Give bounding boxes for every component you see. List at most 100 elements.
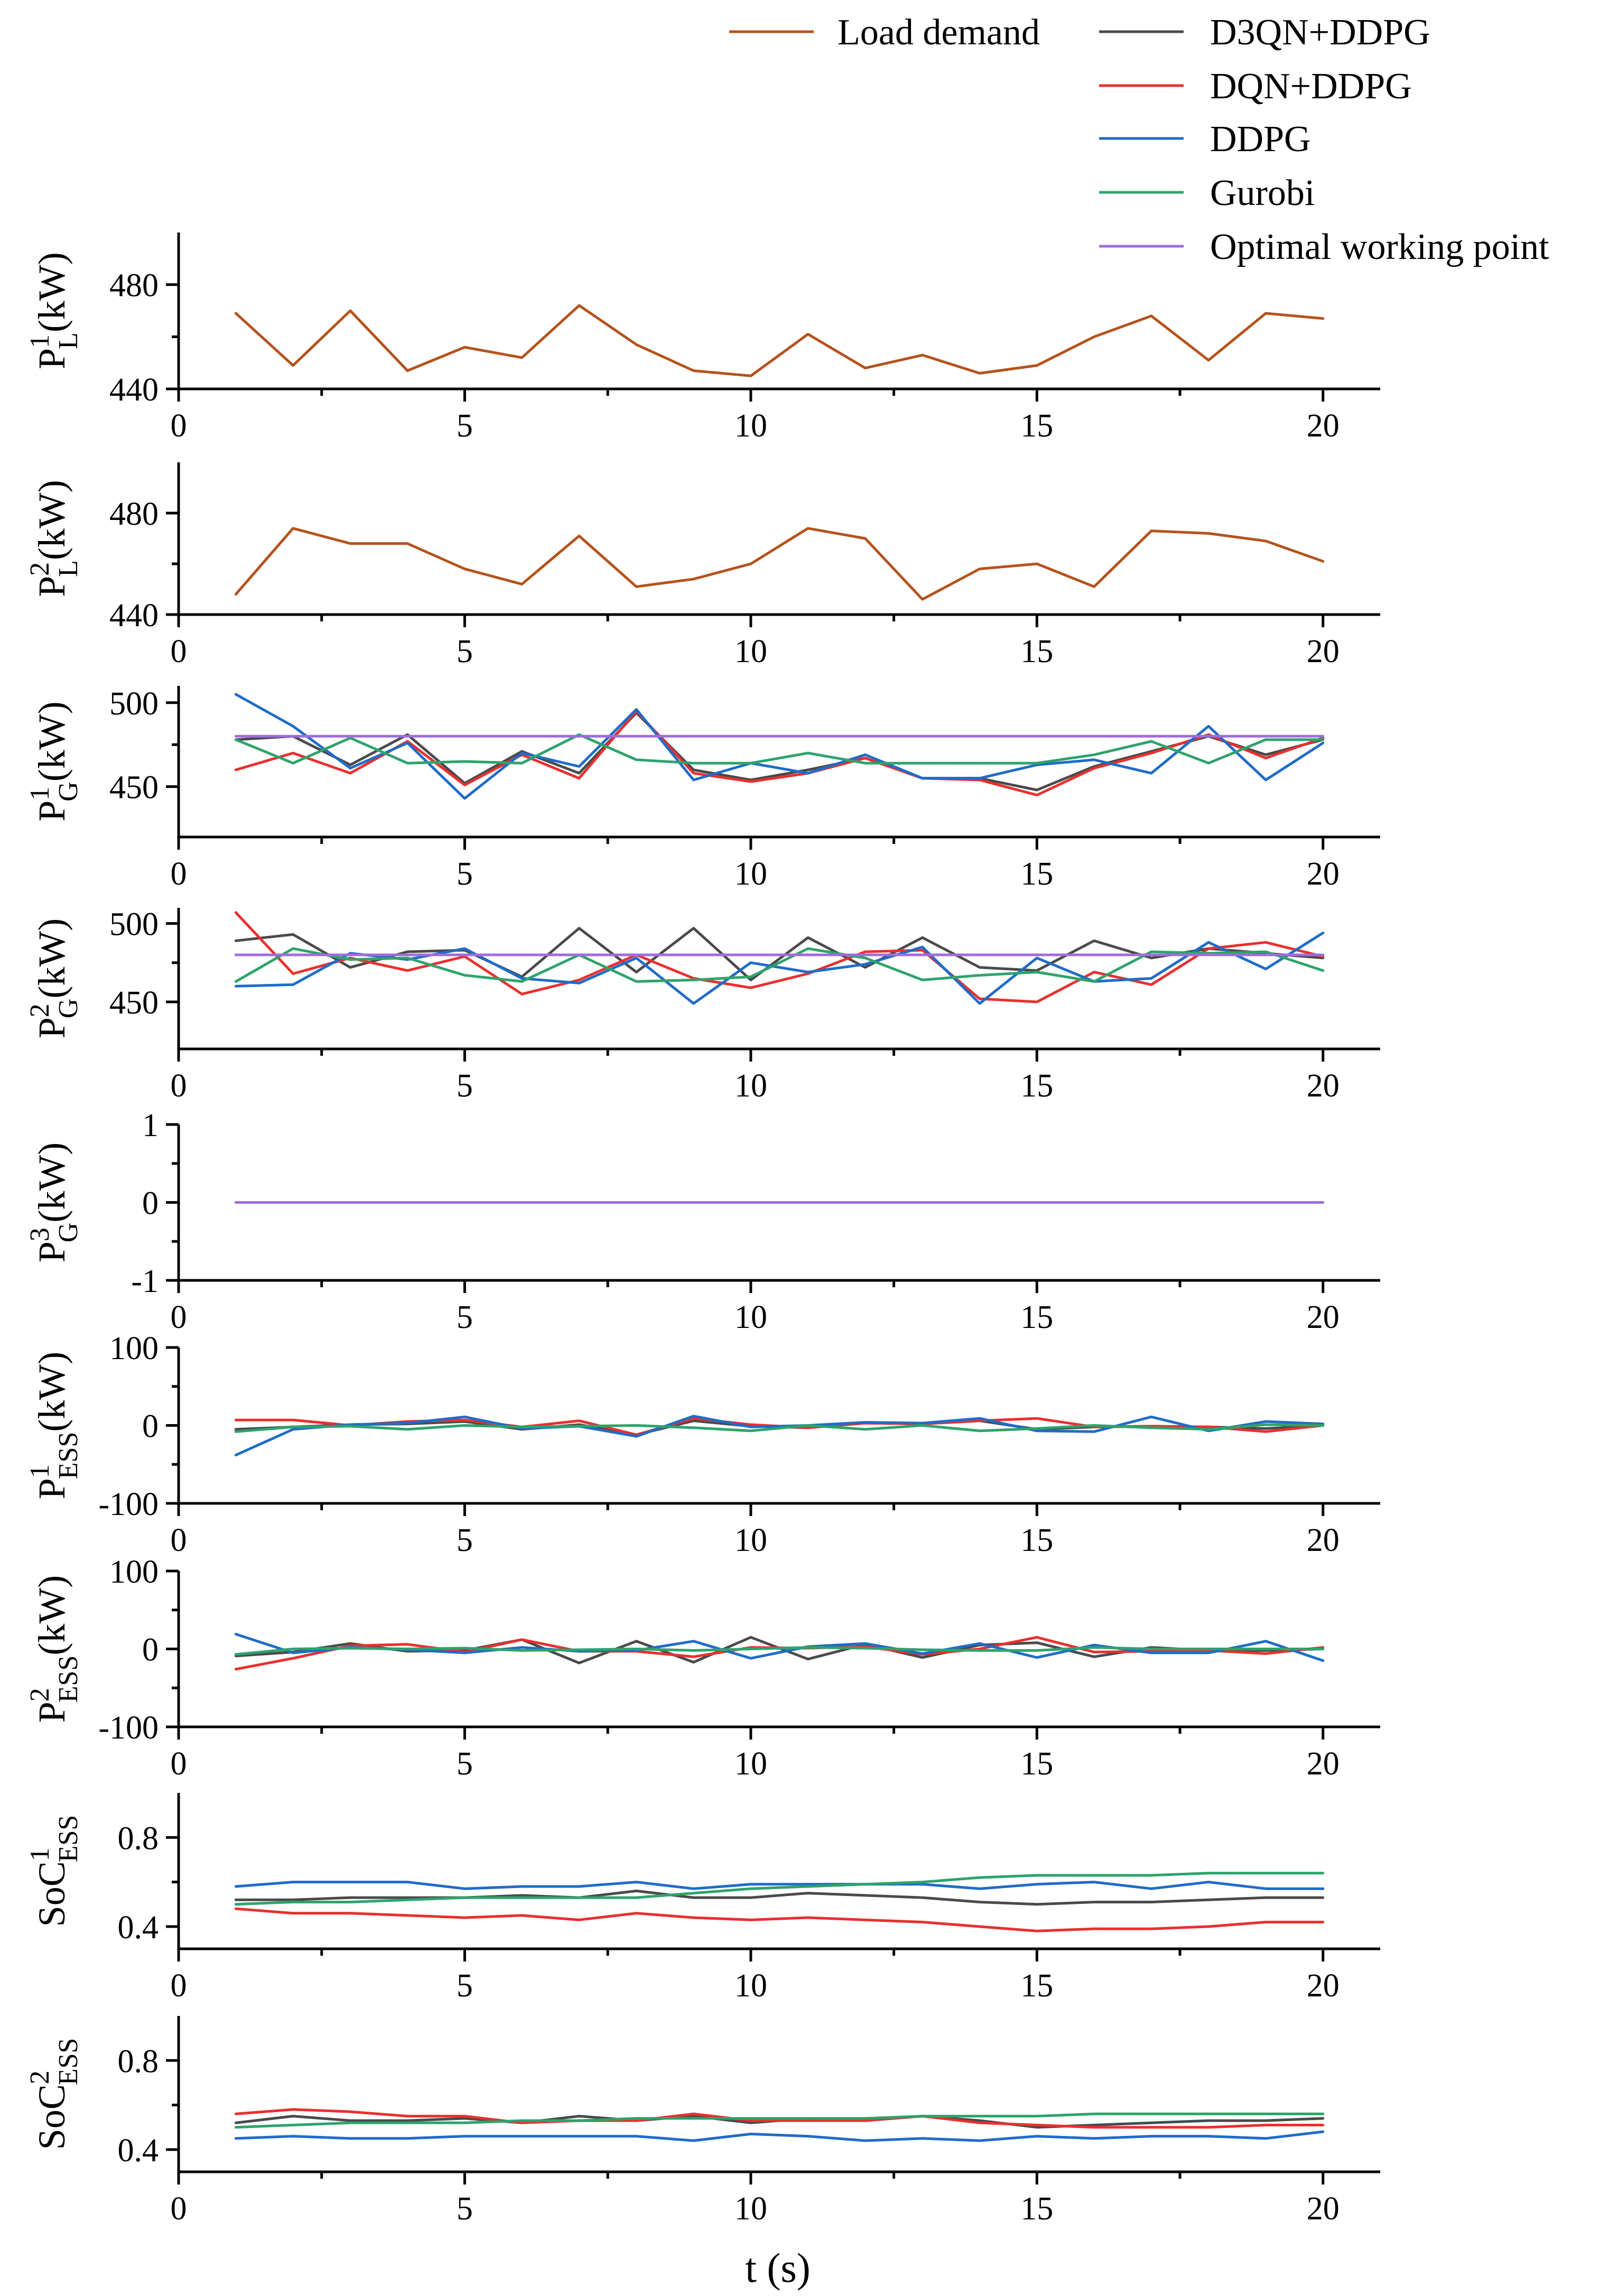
- y-axis-title-unit: (kW): [31, 252, 73, 332]
- series-line-ddpg: [234, 1881, 1325, 1890]
- y-axis-title-sup: 1: [25, 334, 55, 348]
- y-axis-title-unit: (kW): [31, 480, 73, 560]
- y-axis-title-base: P: [31, 1241, 73, 1262]
- x-tick-label: 5: [457, 1299, 473, 1335]
- y-tick-label: -100: [98, 1486, 159, 1522]
- y-axis-title: P1ESS(kW): [25, 1352, 83, 1500]
- y-axis-title-base: P: [31, 1702, 73, 1723]
- panel-pg3: 0 5 10 15 20 -1 0 1 P3G(kW): [25, 1108, 1380, 1335]
- series-line-dqn-ddpg: [234, 710, 1325, 797]
- legend-entry-gurobi: Gurobi: [1099, 173, 1315, 213]
- x-tick-label: 5: [457, 1746, 473, 1782]
- y-axis-title-sup: 1: [25, 787, 55, 801]
- x-tick-label: 5: [457, 1068, 473, 1104]
- y-axis-title-sup: 1: [25, 1464, 55, 1478]
- y-tick-label: 500: [109, 907, 159, 943]
- x-tick-label: 5: [457, 408, 473, 444]
- y-axis-title: SoC2ESS: [25, 2038, 83, 2150]
- y-tick-label: 0: [142, 1632, 159, 1668]
- x-tick-label: 0: [171, 2191, 187, 2227]
- y-axis-title-sub: ESS: [53, 1656, 83, 1703]
- series-line-dqn-ddpg: [234, 1907, 1325, 1932]
- y-tick-label: 480: [109, 496, 159, 532]
- legend-entry-optimal-working-point: Optimal working point: [1099, 227, 1549, 267]
- y-tick-label: -1: [131, 1263, 159, 1299]
- y-axis-title-sub: ESS: [53, 1432, 83, 1480]
- x-tick-label: 0: [171, 1968, 187, 2004]
- y-axis-title-unit: (kW): [31, 1142, 73, 1223]
- legend-entry-d3qn-ddpg: D3QN+DDPG: [1099, 12, 1430, 53]
- y-axis-title-unit: (kW): [31, 1352, 73, 1432]
- x-tick-label: 15: [1020, 2191, 1053, 2227]
- y-axis-title-sup: 3: [25, 1228, 55, 1241]
- x-tick-label: 10: [734, 634, 767, 670]
- x-tick-label: 20: [1307, 1968, 1340, 2004]
- x-tick-label: 0: [171, 408, 187, 444]
- legend-label-load-demand: Load demand: [838, 12, 1040, 53]
- y-tick-label: 0: [142, 1186, 159, 1222]
- x-tick-label: 5: [457, 856, 473, 892]
- legend-entry-ddpg: DDPG: [1099, 119, 1311, 160]
- y-axis-title-base: SoC: [31, 1861, 73, 1927]
- y-axis-title-sup: 1: [25, 1847, 55, 1861]
- y-axis-title-base: P: [31, 1017, 73, 1038]
- y-axis-title: P2L(kW): [25, 480, 83, 597]
- y-tick-label: 0.8: [118, 1820, 159, 1856]
- x-tick-label: 15: [1020, 408, 1053, 444]
- y-axis-title-sub: ESS: [53, 2038, 83, 2086]
- x-tick-label: 20: [1307, 1522, 1340, 1558]
- series-line-ddpg: [234, 1415, 1325, 1457]
- x-tick-label: 15: [1020, 634, 1053, 670]
- panel-pg2: 0 5 10 15 20 450 500 P2G(kW): [25, 907, 1380, 1104]
- panel-pess1: 0 5 10 15 20 -100 0 100 P1ESS(kW): [25, 1331, 1380, 1558]
- x-tick-label: 10: [734, 1746, 767, 1782]
- y-tick-label: 440: [109, 372, 159, 408]
- panel-pess2: 0 5 10 15 20 -100 0 100 P2ESS(kW): [25, 1554, 1380, 1782]
- series-line-dqn-ddpg: [234, 911, 1325, 1003]
- y-axis-title-sub: L: [53, 560, 83, 577]
- legend-label-gurobi: Gurobi: [1210, 173, 1315, 213]
- y-axis-title-sup: 2: [25, 562, 55, 576]
- x-tick-label: 0: [171, 856, 187, 892]
- series-line-gurobi: [234, 733, 1325, 765]
- x-tick-label: 20: [1307, 1299, 1340, 1335]
- x-tick-label: 20: [1307, 1068, 1340, 1104]
- series-line-d3qn-ddpg: [234, 1889, 1325, 1906]
- x-tick-label: 0: [171, 1522, 187, 1558]
- y-tick-label: -100: [98, 1710, 159, 1746]
- series-line-gurobi: [234, 1646, 1325, 1656]
- series-line-gurobi: [234, 947, 1325, 983]
- y-axis-title-unit: (kW): [31, 1575, 73, 1656]
- y-tick-label: 450: [109, 770, 159, 806]
- panel-pg1: 0 5 10 15 20 450 500 P1G(kW): [25, 686, 1380, 892]
- y-axis-title-unit: (kW): [31, 701, 73, 782]
- x-tick-label: 5: [457, 634, 473, 670]
- x-tick-label: 0: [171, 1068, 187, 1104]
- series-line-dqn-ddpg: [234, 2108, 1325, 2129]
- x-tick-label: 5: [457, 1968, 473, 2004]
- y-tick-label: 480: [109, 268, 159, 304]
- legend: Load demand D3QN+DDPG DQN+DDPG DDPG Gurobi Op…: [729, 12, 1549, 267]
- y-axis-title-unit: (kW): [31, 918, 73, 999]
- x-tick-label: 10: [734, 1299, 767, 1335]
- x-tick-label: 5: [457, 2191, 473, 2227]
- y-tick-label: 0.4: [118, 1910, 159, 1946]
- legend-label-ddpg: DDPG: [1210, 119, 1311, 160]
- series-line-ddpg: [234, 932, 1325, 1005]
- y-axis-title-sup: 2: [25, 1003, 55, 1017]
- x-tick-label: 10: [734, 1968, 767, 2004]
- y-axis-title-sup: 2: [25, 1688, 55, 1702]
- y-tick-label: 500: [109, 686, 159, 722]
- x-tick-label: 10: [734, 1522, 767, 1558]
- x-tick-label: 10: [734, 2191, 767, 2227]
- y-tick-label: 100: [109, 1554, 159, 1590]
- x-tick-label: 0: [171, 634, 187, 670]
- y-axis-title: P1G(kW): [25, 701, 83, 822]
- x-tick-label: 15: [1020, 1522, 1053, 1558]
- y-tick-label: 1: [142, 1108, 159, 1144]
- series-line-ddpg: [234, 2130, 1325, 2142]
- y-axis-title-sub: G: [53, 999, 83, 1019]
- legend-entry-load-demand: Load demand: [729, 12, 1040, 53]
- x-axis-title: t (s): [745, 2245, 810, 2291]
- x-tick-label: 10: [734, 856, 767, 892]
